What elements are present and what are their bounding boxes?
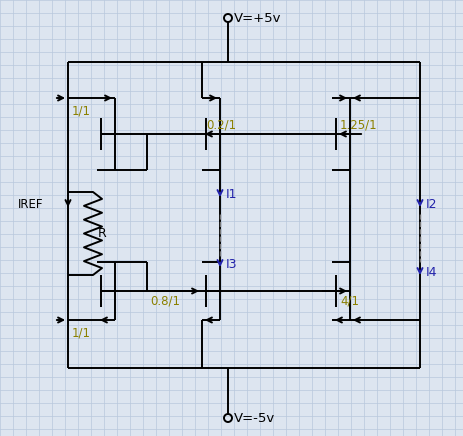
Text: V=-5v: V=-5v	[234, 412, 275, 425]
Text: I2: I2	[426, 198, 438, 211]
Text: I4: I4	[426, 266, 438, 279]
Text: 1.25/1: 1.25/1	[340, 119, 378, 132]
Text: 4/1: 4/1	[340, 294, 359, 307]
Text: I1: I1	[226, 187, 238, 201]
Text: I3: I3	[226, 258, 238, 270]
Text: 0.2/1: 0.2/1	[206, 119, 236, 132]
Text: R: R	[98, 226, 107, 239]
Text: IREF: IREF	[18, 198, 44, 211]
Text: 1/1: 1/1	[72, 327, 91, 340]
Text: 1/1: 1/1	[72, 105, 91, 117]
Text: V=+5v: V=+5v	[234, 11, 282, 24]
Text: 0.8/1: 0.8/1	[150, 294, 180, 307]
